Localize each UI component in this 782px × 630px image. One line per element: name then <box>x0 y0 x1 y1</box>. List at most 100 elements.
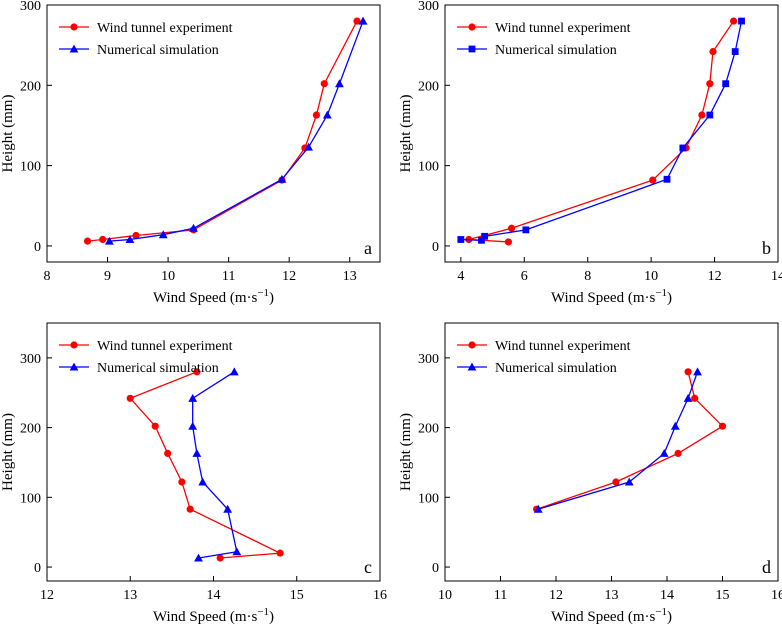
series-line <box>538 371 699 510</box>
data-point <box>659 448 669 457</box>
y-tick-label: 0 <box>432 561 439 576</box>
data-point <box>99 235 107 244</box>
x-axis-label-main: Wind Speed (m·s <box>153 290 258 306</box>
data-point <box>693 367 702 376</box>
data-point <box>193 368 201 376</box>
data-point <box>178 478 186 486</box>
x-tick-label: 11 <box>222 269 235 284</box>
data-point <box>353 17 361 25</box>
y-axis-label: Height (mm) <box>0 95 16 173</box>
data-point <box>709 47 717 56</box>
x-tick-label: 15 <box>716 588 730 603</box>
legend-marker <box>468 45 476 53</box>
data-point <box>322 110 332 119</box>
y-tick-label: 100 <box>20 160 41 175</box>
data-point <box>125 235 135 244</box>
data-point <box>731 48 739 55</box>
data-point <box>649 176 657 184</box>
x-tick-label: 13 <box>343 269 357 284</box>
data-point <box>624 477 634 486</box>
y-tick-label: 0 <box>34 240 41 255</box>
x-axis-label: Wind Speed (m·s−1) <box>153 606 274 625</box>
data-point <box>698 111 706 119</box>
data-point <box>188 421 198 430</box>
x-tick-label: 12 <box>40 588 54 603</box>
legend-label: Numerical simulation <box>97 361 219 376</box>
y-axis-label: Height (mm) <box>0 413 16 491</box>
data-point <box>151 422 159 430</box>
x-tick-label: 12 <box>282 269 296 284</box>
data-point <box>304 142 313 151</box>
data-point <box>730 17 738 25</box>
x-tick-label: 8 <box>584 269 591 284</box>
x-tick-label: 10 <box>161 269 175 284</box>
y-tick-label: 0 <box>34 561 41 576</box>
data-point <box>670 421 680 430</box>
y-tick-label: 100 <box>418 160 439 175</box>
x-tick-label: 10 <box>644 269 658 284</box>
legend-label: Numerical simulation <box>495 43 617 58</box>
data-point <box>277 174 287 183</box>
series-experiment <box>126 368 284 562</box>
panel-d: 10 11 12 13 14 15 16 0 100 200 300 Wind Speed (m·s−… <box>398 322 782 625</box>
data-point <box>684 368 692 376</box>
legend-label: Wind tunnel experiment <box>97 339 233 354</box>
x-axis-label-main: Wind Speed (m·s <box>551 290 656 306</box>
data-point <box>312 111 321 119</box>
data-point <box>683 393 693 402</box>
series-simulation <box>457 17 745 244</box>
legend-marker <box>467 362 477 371</box>
data-point <box>481 232 489 240</box>
series-simulation <box>188 367 242 562</box>
legend-marker <box>70 23 78 31</box>
data-point <box>504 238 513 246</box>
x-axis-label: Wind Speed (m·s−1) <box>153 287 274 306</box>
x-axis-label-main: Wind Speed (m·s <box>153 609 258 625</box>
legend-marker <box>70 341 78 349</box>
x-axis-label-exp: −1 <box>257 606 269 618</box>
x-tick-label: 12 <box>549 588 563 603</box>
x-tick-label: 13 <box>605 588 619 603</box>
data-point <box>192 448 202 457</box>
data-point <box>478 236 485 244</box>
data-point <box>276 549 284 557</box>
y-tick-label: 300 <box>418 0 439 14</box>
data-point <box>679 144 687 152</box>
data-point <box>164 449 172 457</box>
x-tick-label: 14 <box>771 269 782 284</box>
x-tick-label: 12 <box>708 269 722 284</box>
data-point <box>320 80 328 88</box>
data-point <box>229 367 239 376</box>
series-simulation <box>533 367 702 513</box>
y-tick-label: 200 <box>20 422 41 437</box>
x-tick-label: 10 <box>438 588 452 603</box>
x-tick-label: 9 <box>104 269 111 284</box>
legend: Wind tunnel experiment Numerical simulati… <box>59 339 233 376</box>
legend-label: Numerical simulation <box>97 43 219 58</box>
panel-c: 12 13 14 15 16 0 100 200 300 Wind Speed (m·s−1) He… <box>0 322 387 625</box>
data-point <box>186 505 194 513</box>
data-point <box>612 478 620 486</box>
y-tick-label: 200 <box>20 79 41 94</box>
data-point <box>358 16 368 25</box>
x-axis-label-exp: −1 <box>257 287 269 299</box>
y-tick-label: 200 <box>418 79 439 94</box>
y-tick-label: 300 <box>20 352 41 367</box>
data-point <box>457 236 465 243</box>
y-tick-label: 300 <box>418 352 439 367</box>
y-tick-label: 200 <box>418 422 439 437</box>
series-line <box>129 371 283 559</box>
panel-b: 4 6 8 10 12 14 0 100 200 300 Wind Speed (m·s−1) Hei… <box>398 0 782 306</box>
legend-marker <box>468 341 476 349</box>
panel-letter: b <box>762 238 771 258</box>
x-tick-label: 16 <box>771 588 782 603</box>
data-point <box>674 449 682 457</box>
x-axis-label-exp: −1 <box>655 287 667 299</box>
y-tick-label: 0 <box>432 240 439 255</box>
x-axis-label-close: ) <box>667 290 672 306</box>
data-point <box>722 80 730 88</box>
panel-letter: a <box>364 238 372 258</box>
y-axis-label: Height (mm) <box>398 413 414 491</box>
series-experiment <box>532 368 727 513</box>
